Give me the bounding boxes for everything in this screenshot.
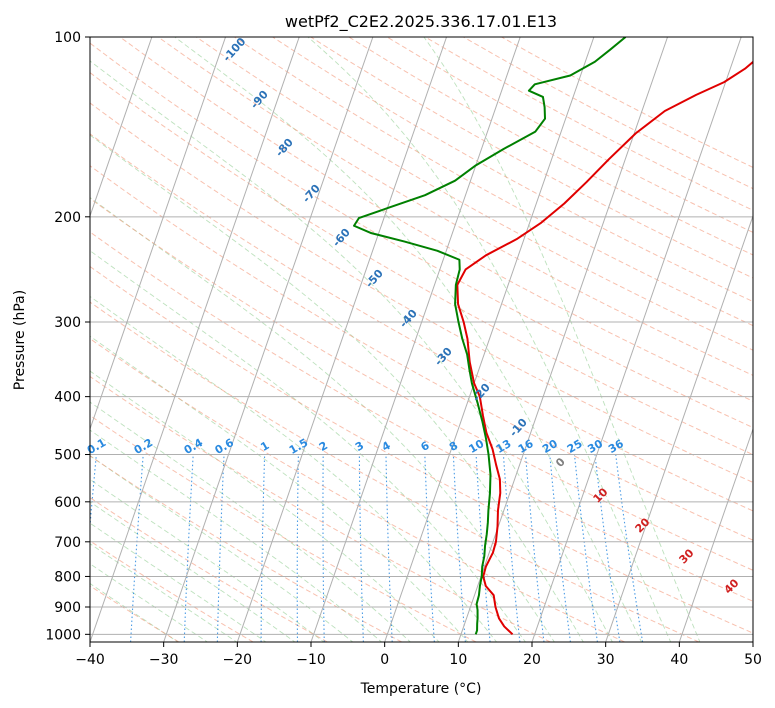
moist-adiabat	[90, 196, 555, 642]
moist-adiabat	[423, 37, 701, 642]
x-tick-label: 40	[670, 652, 688, 668]
x-tick-label: 30	[597, 652, 615, 668]
temperature-line	[456, 60, 753, 636]
y-tick-label: 1000	[45, 627, 81, 643]
x-tick-label: 20	[523, 652, 541, 668]
y-tick-label: 500	[54, 448, 81, 464]
x-tick-label: −40	[75, 652, 105, 668]
profile-lines	[353, 37, 753, 636]
plot-frame	[89, 36, 754, 643]
background-lines	[90, 37, 753, 642]
dry-adiabat	[90, 265, 753, 634]
dry-adiabat	[90, 540, 254, 642]
moist-adiabat	[90, 335, 469, 642]
dry-adiabat	[90, 102, 753, 483]
isotherm	[90, 37, 227, 431]
isotherm	[310, 37, 521, 642]
x-tick-label: −30	[149, 652, 179, 668]
moist-adiabat	[90, 583, 179, 642]
y-tick-label: 200	[54, 210, 81, 226]
dry-adiabat	[90, 301, 700, 642]
mixing-ratio-line	[296, 454, 299, 642]
moist-adiabat	[307, 37, 672, 642]
moist-adiabat	[90, 455, 354, 642]
dry-adiabat	[90, 165, 753, 541]
y-axis-title: Pressure (hPa)	[12, 290, 28, 390]
dry-adiabat	[90, 231, 753, 602]
axes-frame	[89, 36, 754, 643]
y-tick-label: 800	[54, 569, 81, 585]
moist-adiabat	[90, 563, 209, 642]
isotherm	[531, 37, 742, 642]
y-tick-label: 100	[54, 30, 81, 46]
chart-title: wetPf2_C2E2.2025.336.17.01.E13	[285, 12, 557, 32]
dry-adiabat	[90, 414, 477, 642]
x-tick-label: 10	[449, 652, 467, 668]
y-tick-label: 300	[54, 315, 81, 331]
mixing-ratio-line	[130, 454, 144, 642]
dry-adiabat	[90, 72, 753, 456]
mixing-ratio-line	[216, 454, 225, 642]
x-tick-label: 50	[744, 652, 762, 668]
x-tick-label: 0	[380, 652, 389, 668]
plot-area	[90, 37, 753, 642]
y-tick-label: 600	[54, 495, 81, 511]
moist-adiabat	[90, 60, 613, 642]
mixing-ratio-line	[452, 454, 466, 642]
moist-adiabat	[90, 501, 296, 642]
moist-adiabat	[90, 478, 325, 642]
isotherm	[678, 427, 753, 642]
y-axis: 100 200 300 400 500 600 700 800 900 1000	[45, 30, 90, 643]
isotherm	[163, 37, 374, 642]
isotherm	[90, 37, 300, 642]
moist-adiabat	[90, 429, 383, 642]
mixing-ratio-line	[322, 454, 325, 642]
isotherm	[384, 37, 595, 642]
dry-adiabat	[90, 197, 753, 571]
dry-adiabat	[157, 37, 753, 376]
dry-adiabat	[90, 133, 753, 512]
isotherm	[0, 37, 5, 642]
y-tick-label: 700	[54, 535, 81, 551]
moist-adiabat	[90, 522, 267, 642]
isotherm	[752, 640, 753, 642]
y-tick-label: 900	[54, 600, 81, 616]
moist-adiabat	[90, 134, 584, 642]
isotherm	[236, 37, 448, 642]
isotherm	[90, 37, 153, 218]
x-tick-label: −10	[296, 652, 326, 668]
y-tick-label: 400	[54, 390, 81, 406]
dry-adiabat	[272, 37, 753, 303]
isotherm	[457, 37, 669, 642]
mixing-ratio-line	[424, 454, 435, 642]
mixing-ratio-line	[260, 454, 266, 642]
dry-adiabat	[195, 37, 753, 351]
x-axis: −40 −30 −20 −10 0 10 20 30 40 50	[75, 642, 762, 668]
dry-adiabat	[90, 338, 625, 642]
dewpoint-line	[353, 37, 627, 635]
plot-background	[90, 37, 753, 642]
dry-adiabat	[90, 455, 402, 642]
x-axis-title: Temperature (°C)	[360, 681, 482, 697]
moist-adiabat	[90, 401, 411, 642]
x-tick-label: −20	[223, 652, 253, 668]
mixing-ratio-line	[385, 454, 393, 642]
isotherm	[605, 214, 753, 642]
dry-adiabat	[90, 375, 551, 642]
moist-adiabat	[90, 543, 238, 642]
mixing-ratio-line	[358, 454, 364, 642]
mixing-ratio-line	[183, 454, 194, 642]
grid	[0, 37, 753, 642]
